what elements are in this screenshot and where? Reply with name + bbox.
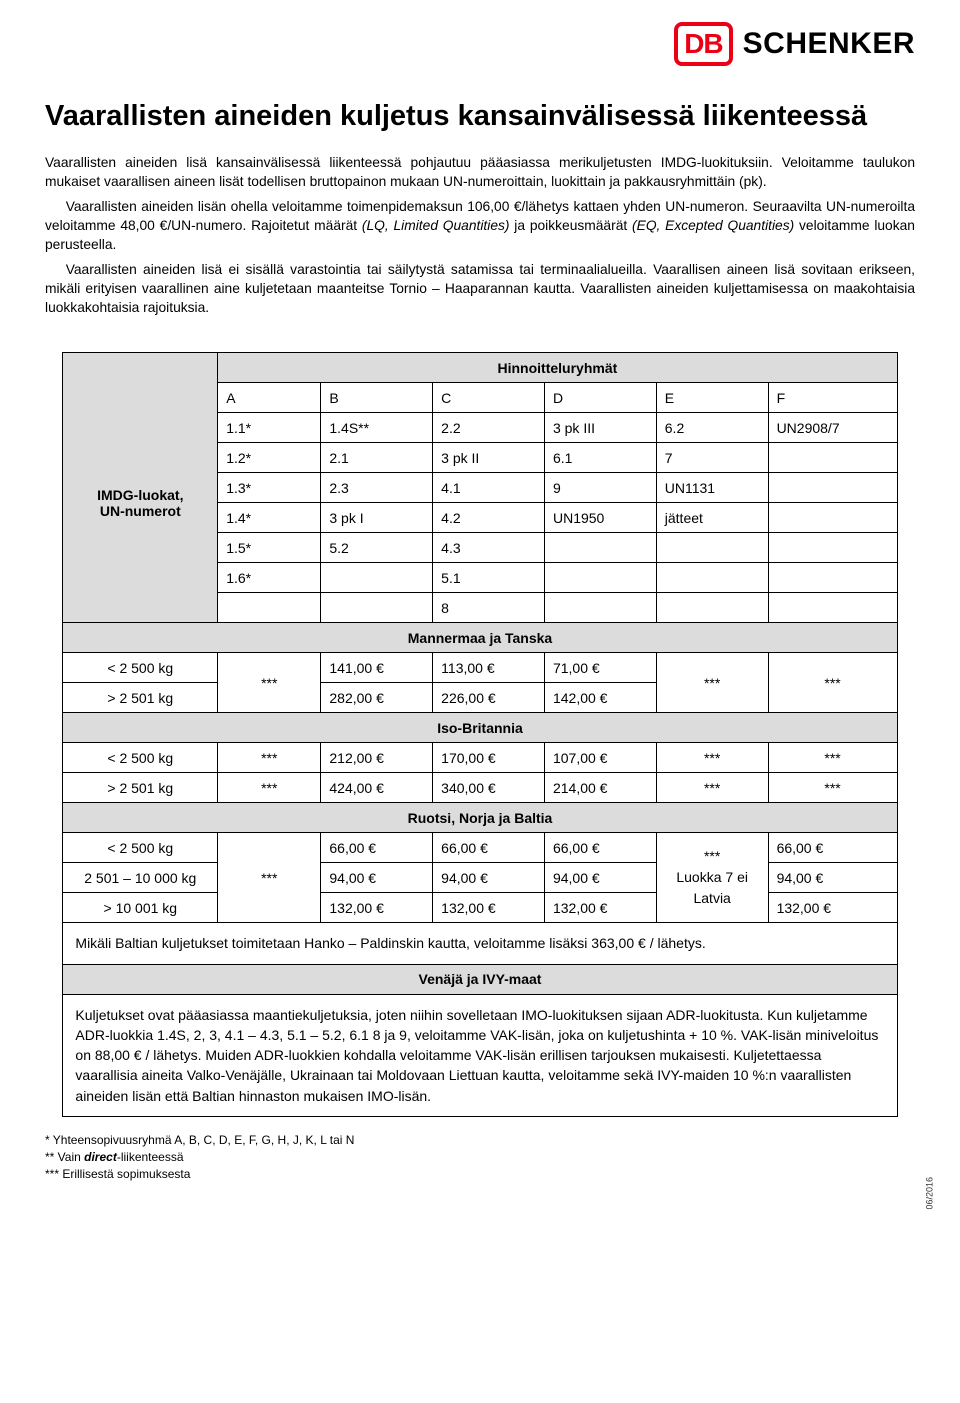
pricing-table: Hinnoitteluryhmät A B C D E F 1.1*1.4S**… [62, 352, 897, 1117]
baltia-note: Mikäli Baltian kuljetukset toimitetaan H… [63, 923, 897, 964]
intro-paragraph-2: Vaarallisten aineiden lisän ohella veloi… [45, 197, 915, 254]
section-iso-britannia: Iso-Britannia [63, 713, 897, 743]
group-col-c: C [433, 383, 545, 413]
group-header: Hinnoitteluryhmät [218, 353, 897, 383]
footnote-3: *** Erillisestä sopimuksesta [45, 1166, 915, 1183]
group-col-b: B [321, 383, 433, 413]
brand-logo: DB SCHENKER [674, 22, 915, 66]
group-col-e: E [656, 383, 768, 413]
section-ruotsi: Ruotsi, Norja ja Baltia [63, 803, 897, 833]
page-title: Vaarallisten aineiden kuljetus kansainvä… [45, 100, 915, 133]
intro-paragraph-3: Vaarallisten aineiden lisä ei sisällä va… [45, 260, 915, 317]
footnote-2: ** Vain direct-liikenteessä [45, 1149, 915, 1166]
imdg-row-label: IMDG-luokat, UN-numerot [63, 473, 218, 533]
venaja-text: Kuljetukset ovat pääasiassa maantiekulje… [63, 994, 897, 1116]
section-venaja: Venäjä ja IVY-maat [63, 964, 897, 994]
footnote-1: * Yhteensopivuusryhmä A, B, C, D, E, F, … [45, 1132, 915, 1149]
schenker-wordmark: SCHENKER [743, 27, 915, 61]
footnotes: * Yhteensopivuusryhmä A, B, C, D, E, F, … [45, 1132, 915, 1182]
section-mannermaa: Mannermaa ja Tanska [63, 623, 897, 653]
intro-paragraph-1: Vaarallisten aineiden lisä kansainvälise… [45, 153, 915, 191]
weight-label: < 2 500 kg [63, 653, 218, 683]
table-corner [63, 353, 218, 383]
group-col-a: A [218, 383, 321, 413]
db-logo-box: DB [674, 22, 732, 66]
group-col-f: F [768, 383, 897, 413]
page-date: 06/2016 [925, 1177, 935, 1210]
group-col-d: D [544, 383, 656, 413]
